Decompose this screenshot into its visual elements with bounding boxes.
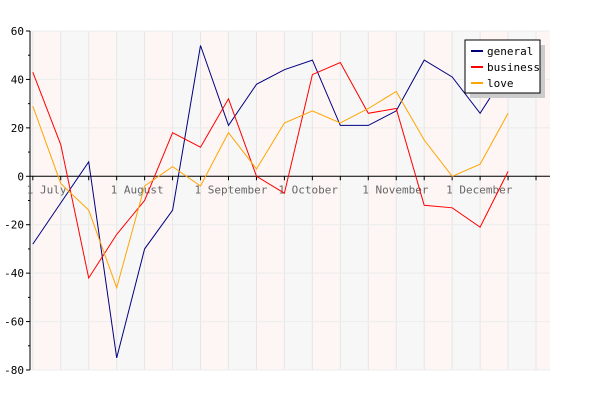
background-band bbox=[284, 31, 313, 370]
background-band bbox=[32, 31, 61, 370]
y-tick-label: 20 bbox=[11, 122, 24, 135]
grid-lines bbox=[30, 30, 550, 371]
y-tick-label: -60 bbox=[4, 316, 24, 329]
series-line-business bbox=[32, 61, 509, 280]
background-band bbox=[200, 31, 229, 370]
y-tick-label: 40 bbox=[11, 73, 24, 86]
y-tick-label: -40 bbox=[4, 267, 24, 280]
series-line-general bbox=[32, 45, 509, 359]
legend-label-love: love bbox=[487, 77, 514, 90]
background-band bbox=[536, 31, 550, 370]
legend-label-business: business bbox=[487, 61, 540, 74]
background-band bbox=[340, 31, 369, 370]
x-tick-label: 1 July bbox=[27, 183, 67, 196]
legend: general business love bbox=[464, 39, 545, 98]
series-lines bbox=[32, 45, 509, 359]
background-band bbox=[228, 31, 257, 370]
background-bands bbox=[30, 31, 550, 370]
x-tick-label: 1 November bbox=[362, 183, 429, 196]
background-band bbox=[116, 31, 145, 370]
series-line-love bbox=[32, 90, 509, 290]
legend-label-general: general bbox=[487, 45, 533, 58]
background-band bbox=[60, 31, 89, 370]
background-band bbox=[424, 31, 453, 370]
background-band bbox=[172, 31, 201, 370]
background-band bbox=[368, 31, 397, 370]
background-band bbox=[88, 31, 117, 370]
background-band bbox=[256, 31, 285, 370]
y-axis-ticks: 60 40 20 0 -20 -40 -60 -80 bbox=[4, 25, 30, 377]
background-band bbox=[30, 31, 33, 370]
x-axis-ticks: 1 July 1 August 1 September 1 October 1 Nove… bbox=[27, 176, 537, 196]
background-band bbox=[312, 31, 341, 370]
x-tick-label: 1 September bbox=[195, 183, 268, 196]
x-tick-label: 1 December bbox=[446, 183, 513, 196]
x-tick-label: 1 August bbox=[111, 183, 164, 196]
y-tick-label: -80 bbox=[4, 364, 24, 377]
y-tick-label: 60 bbox=[11, 25, 24, 38]
x-tick-label: 1 October bbox=[278, 183, 338, 196]
y-tick-label: 0 bbox=[17, 170, 24, 183]
background-band bbox=[144, 31, 173, 370]
y-tick-label: -20 bbox=[4, 219, 24, 232]
background-band bbox=[396, 31, 425, 370]
